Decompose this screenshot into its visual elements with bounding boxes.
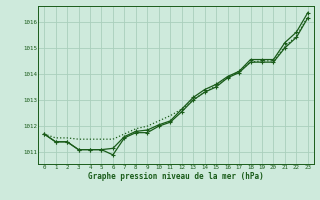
X-axis label: Graphe pression niveau de la mer (hPa): Graphe pression niveau de la mer (hPa) <box>88 172 264 181</box>
